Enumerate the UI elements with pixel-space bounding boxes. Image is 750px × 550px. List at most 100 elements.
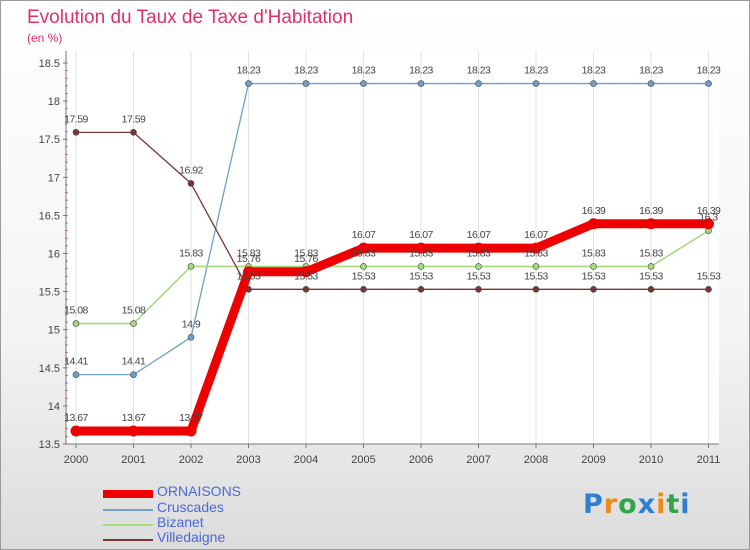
x-tick-label: 2002 xyxy=(179,454,203,466)
data-point-bizanet xyxy=(417,263,425,270)
data-label-bizanet: 15.83 xyxy=(294,247,318,259)
legend-swatch-villedaigne xyxy=(103,539,153,541)
logo-letter: i xyxy=(656,489,667,520)
chart-subtitle: (en %) xyxy=(27,31,63,45)
data-label-cruscades: 18.23 xyxy=(582,65,606,77)
data-point-villedaigne xyxy=(417,286,425,293)
data-label-bizanet: 15.08 xyxy=(64,305,88,317)
data-point-bizanet xyxy=(360,263,367,270)
data-label-bizanet: 15.83 xyxy=(639,247,663,259)
data-label-bizanet: 15.83 xyxy=(237,247,261,259)
data-point-cruscades xyxy=(360,80,367,87)
x-tick-label: 2010 xyxy=(639,454,663,466)
y-tick-label: 17 xyxy=(48,172,60,184)
data-label-cruscades: 18.23 xyxy=(639,65,663,77)
logo-letter: t xyxy=(666,489,681,520)
logo-letter: o xyxy=(618,489,638,520)
logo-letter: r xyxy=(603,489,619,520)
data-point-villedaigne xyxy=(72,129,80,136)
data-point-bizanet xyxy=(475,263,482,270)
data-point-villedaigne xyxy=(130,129,137,136)
y-tick-label: 15.5 xyxy=(39,287,60,299)
data-label-cruscades: 18.23 xyxy=(524,65,548,77)
data-label-ornaisons: 16.39 xyxy=(582,205,606,217)
legend-swatch-bizanet xyxy=(103,524,153,526)
data-label-bizanet: 15.83 xyxy=(582,247,606,259)
data-point-ornaisons xyxy=(588,218,599,230)
data-label-bizanet: 15.83 xyxy=(179,247,203,259)
data-label-cruscades: 18.23 xyxy=(294,65,318,77)
series-line-villedaigne xyxy=(75,131,710,290)
logo-letter: P xyxy=(583,489,604,520)
y-tick-label: 18 xyxy=(48,96,60,108)
data-label-cruscades: 18.23 xyxy=(467,65,491,77)
y-tick-label: 13.5 xyxy=(39,439,60,451)
data-point-bizanet xyxy=(590,263,597,270)
data-point-villedaigne xyxy=(647,286,655,293)
data-point-ornaisons xyxy=(185,425,197,437)
data-point-cruscades xyxy=(187,334,195,341)
data-label-villedaigne: 15.53 xyxy=(639,270,663,282)
y-tick-label: 16.5 xyxy=(39,210,60,222)
data-point-ornaisons xyxy=(415,242,427,254)
logo-letter: i xyxy=(680,489,691,520)
data-point-ornaisons xyxy=(243,266,254,278)
data-point-cruscades xyxy=(647,80,655,87)
data-label-cruscades: 18.23 xyxy=(409,65,433,77)
data-point-ornaisons xyxy=(530,242,542,254)
data-label-villedaigne: 16.92 xyxy=(179,164,203,176)
chart-title: Evolution du Taux de Taxe d'Habitation xyxy=(27,7,354,28)
legend-label-cruscades: Cruscades xyxy=(157,499,224,515)
x-tick-label: 2007 xyxy=(466,454,490,466)
legend-label-bizanet: Bizanet xyxy=(157,514,204,530)
data-label-villedaigne: 15.53 xyxy=(697,270,721,282)
x-tick-label: 2006 xyxy=(409,454,433,466)
data-label-cruscades: 14.41 xyxy=(64,356,88,368)
data-point-cruscades xyxy=(475,80,482,87)
data-point-cruscades xyxy=(130,371,137,378)
data-point-ornaisons xyxy=(300,266,312,278)
logo-letter: x xyxy=(637,489,657,520)
data-point-villedaigne xyxy=(187,180,195,187)
data-point-cruscades xyxy=(705,80,712,87)
data-point-cruscades xyxy=(72,371,80,378)
data-point-ornaisons xyxy=(473,242,484,254)
series-line-bizanet xyxy=(75,229,710,325)
x-tick-label: 2000 xyxy=(64,454,88,466)
data-label-ornaisons: 16.07 xyxy=(524,229,548,241)
x-tick-label: 2005 xyxy=(351,454,375,466)
data-label-cruscades: 14.41 xyxy=(122,356,146,368)
series-line-ornaisons xyxy=(71,219,713,436)
data-point-cruscades xyxy=(532,80,540,87)
data-point-bizanet xyxy=(532,263,540,270)
data-point-bizanet xyxy=(130,320,137,327)
series-line-cruscades xyxy=(75,82,710,376)
x-tick-label: 2009 xyxy=(581,454,605,466)
data-label-villedaigne: 17.59 xyxy=(64,113,88,125)
data-point-villedaigne xyxy=(302,286,310,293)
legend-swatch-ornaisons xyxy=(103,490,153,498)
data-point-villedaigne xyxy=(475,286,482,293)
data-label-bizanet: 15.83 xyxy=(352,247,376,259)
data-label-villedaigne: 15.53 xyxy=(237,270,261,282)
data-point-ornaisons xyxy=(70,425,82,437)
data-label-ornaisons: 16.39 xyxy=(639,205,663,217)
data-label-bizanet: 15.83 xyxy=(524,247,548,259)
data-label-ornaisons: 16.07 xyxy=(352,229,376,241)
x-tick-label: 2004 xyxy=(294,454,318,466)
data-point-villedaigne xyxy=(360,286,367,293)
data-point-ornaisons xyxy=(703,218,714,230)
x-tick-label: 2008 xyxy=(524,454,548,466)
data-label-villedaigne: 15.53 xyxy=(524,270,548,282)
x-tick-label: 2011 xyxy=(697,454,721,466)
data-point-villedaigne xyxy=(532,286,540,293)
x-tick-label: 2001 xyxy=(121,454,145,466)
data-point-bizanet xyxy=(647,263,655,270)
data-label-villedaigne: 15.53 xyxy=(467,270,491,282)
data-label-bizanet: 15.83 xyxy=(467,247,491,259)
data-label-villedaigne: 15.53 xyxy=(409,270,433,282)
data-label-ornaisons: 16.07 xyxy=(409,229,433,241)
data-point-cruscades xyxy=(245,80,252,87)
data-label-villedaigne: 15.53 xyxy=(582,270,606,282)
